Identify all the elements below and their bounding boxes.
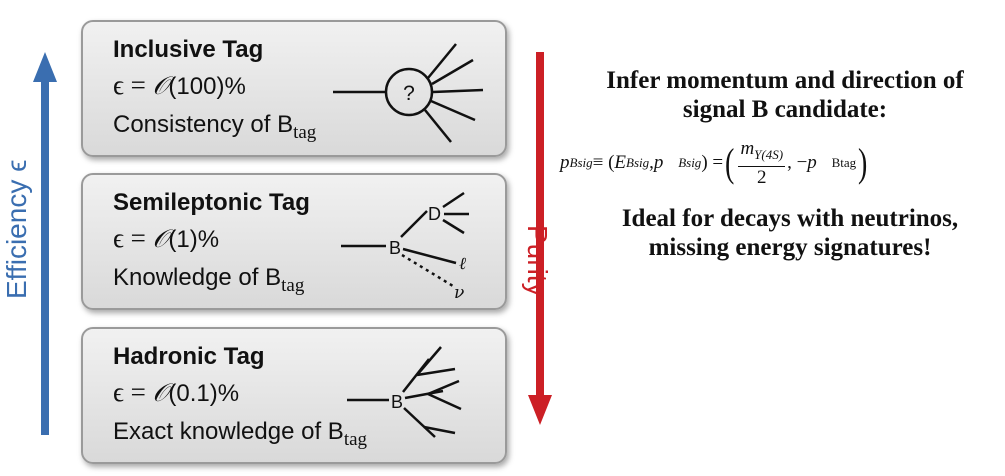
momentum-formula: p Bsig ≡ ( E Bsig , p⃗ Bsig ) = ( mΥ(4S) 2 … [560,137,868,188]
unknown-node-label: ? [403,82,415,105]
b-node-label: B [391,392,403,412]
b-node-label: B [389,238,401,258]
tag-efficiency: ϵ = 𝒪(100)% [113,70,246,100]
efficiency-label: Efficiency ϵ [1,159,32,299]
inclusive-tag-box: Inclusive Tag ϵ = 𝒪(100)% Consistency of… [81,20,507,157]
semileptonic-tag-box: Semileptonic Tag ϵ = 𝒪(1)% Knowledge of … [81,173,507,310]
hadronic-tag-box: Hadronic Tag ϵ = 𝒪(0.1)% Exact knowledge… [81,327,507,464]
hadronic-decay-diagram: B [347,346,462,438]
tag-efficiency: ϵ = 𝒪(1)% [113,223,220,253]
tag-description: Consistency of Btag [113,111,317,143]
tag-description: Exact knowledge of Btag [113,418,368,450]
tag-title: Hadronic Tag [113,343,265,370]
purity-label: Purity [522,225,553,297]
d-node-label: D [428,204,441,224]
efficiency-arrow [33,52,57,435]
tag-efficiency: ϵ = 𝒪(0.1)% [113,377,240,407]
tag-description: Knowledge of Btag [113,264,305,296]
tag-title: Semileptonic Tag [113,189,310,216]
neutrino-label: ν [454,283,464,303]
neutrino-note: Ideal for decays with neutrinos, missing… [621,205,959,261]
semileptonic-decay-diagram: B D ℓ ν [341,191,469,303]
momentum-heading: Infer momentum and direction of signal B… [606,67,964,123]
tag-title: Inclusive Tag [113,36,264,63]
inclusive-decay-diagram: ? [333,43,484,143]
purity-arrow [528,52,552,425]
lepton-label: ℓ [459,254,466,274]
